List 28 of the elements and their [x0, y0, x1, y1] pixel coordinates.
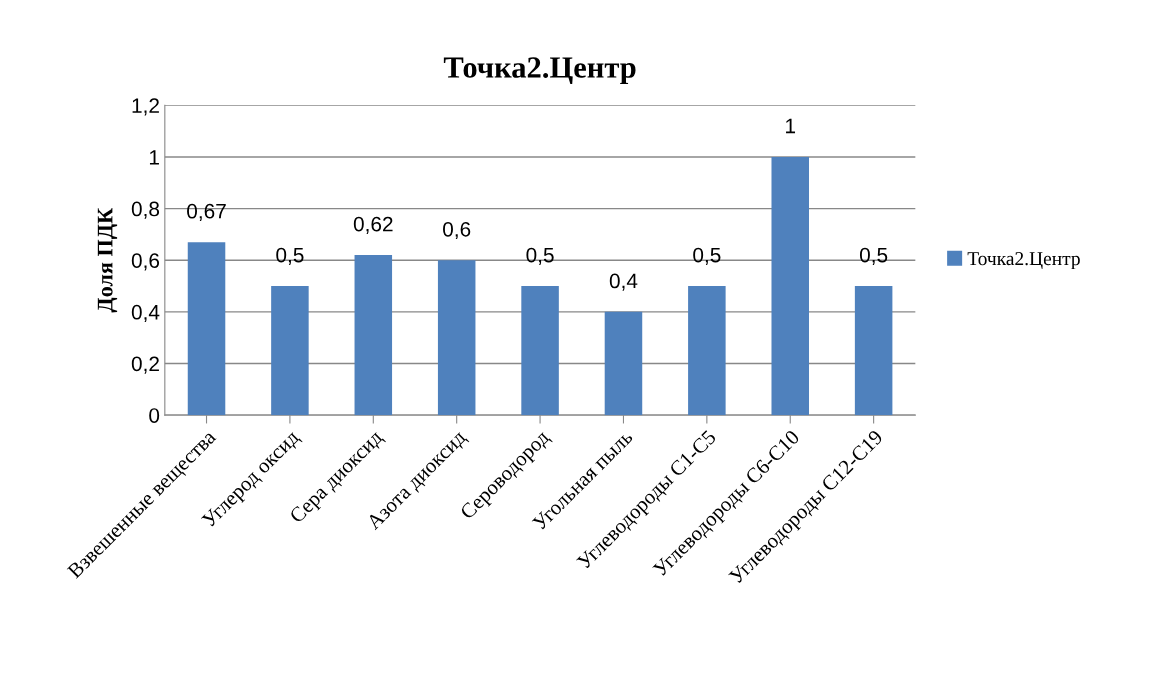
bar	[354, 255, 393, 416]
data-label: 0,4	[609, 273, 638, 291]
y-tick-label: 0,4	[131, 304, 160, 323]
y-tick-label: 0,6	[131, 253, 160, 271]
data-label: 0,6	[443, 221, 471, 240]
bar	[271, 286, 309, 416]
chart-title: Точка2.Центр	[443, 57, 636, 85]
bar	[437, 260, 476, 416]
y-tick-label: 1,2	[132, 98, 159, 116]
y-axis-title: Доля ПДК	[97, 208, 118, 313]
data-label: 1	[786, 118, 796, 134]
y-tick-label: 0	[149, 408, 160, 423]
data-label: 0,5	[276, 247, 304, 265]
data-label: 0,5	[859, 247, 888, 265]
data-label: 0,62	[353, 216, 393, 234]
bar	[854, 286, 893, 416]
bar	[521, 286, 559, 416]
data-label: 0,5	[693, 247, 721, 265]
data-label: 0,67	[187, 203, 226, 222]
legend-label: Точка2.Центр	[967, 252, 1080, 270]
bar	[688, 286, 726, 416]
bar	[771, 156, 810, 416]
y-tick-label: 1	[149, 150, 159, 165]
data-label: 0,5	[526, 247, 554, 265]
y-tick-label: 0,2	[131, 356, 159, 374]
bar	[604, 311, 643, 416]
bar	[187, 242, 226, 416]
y-tick-label: 0,8	[131, 201, 160, 219]
